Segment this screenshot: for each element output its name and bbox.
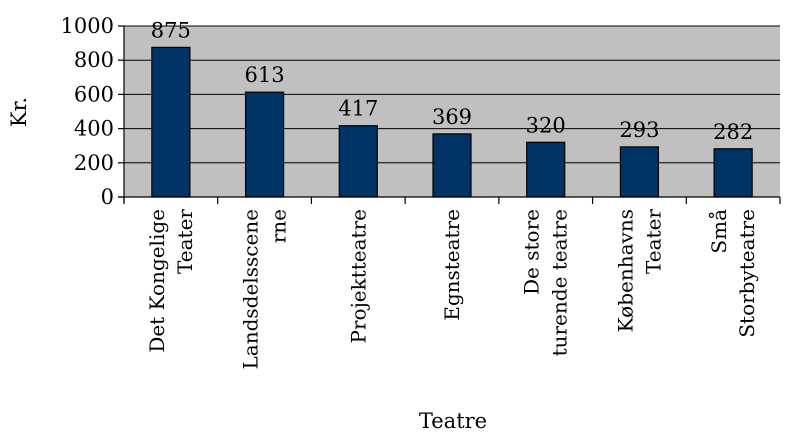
bar	[244, 91, 285, 198]
y-axis-title: Kr.	[7, 97, 31, 127]
x-tick-label: rne	[267, 209, 291, 243]
x-tick-label: Teater	[173, 209, 197, 274]
bar	[526, 141, 566, 198]
bar	[713, 148, 753, 198]
bar	[619, 146, 660, 198]
data-label: 369	[432, 105, 472, 129]
data-labels: 875 613 417 369 320 293 282	[151, 18, 753, 143]
bar	[432, 133, 472, 198]
bar	[338, 125, 378, 198]
data-label: 320	[526, 113, 566, 137]
x-tick-labels: Det Kongelige Teater Landsdelsscene rne Proj…	[145, 209, 759, 370]
y-tick-label: 200	[74, 151, 114, 175]
x-axis-title: Teatre	[419, 409, 487, 433]
x-tick-label: Projektteatre	[346, 209, 370, 343]
x-tick-label: turende teatre	[548, 209, 572, 356]
bars	[151, 46, 753, 198]
x-tick-label: Små	[707, 209, 731, 254]
x-tick-label: Københavns	[613, 209, 637, 332]
y-tick-label: 1000	[61, 14, 114, 38]
y-tick-label: 0	[101, 185, 114, 209]
data-label: 875	[151, 18, 191, 42]
data-label: 417	[338, 97, 378, 121]
axes	[118, 25, 781, 204]
x-tick-label: Det Kongelige	[145, 209, 169, 353]
y-tick-label: 400	[74, 117, 114, 141]
x-tick-label: Teater	[641, 209, 665, 274]
data-label: 293	[619, 118, 659, 142]
x-tick-label: Landsdelsscene	[239, 209, 263, 369]
y-tick-label: 800	[74, 48, 114, 72]
x-tick-label: Egnsteatre	[440, 209, 464, 321]
data-label: 613	[245, 63, 285, 87]
y-tick-label: 600	[74, 82, 114, 106]
y-tick-labels: 0 200 400 600 800 1000	[61, 14, 114, 209]
bar	[151, 46, 191, 198]
x-tick-label: Storbyteatre	[735, 209, 759, 338]
data-label: 282	[713, 120, 753, 144]
x-tick-label: De store	[520, 209, 544, 295]
gridlines	[124, 25, 780, 164]
